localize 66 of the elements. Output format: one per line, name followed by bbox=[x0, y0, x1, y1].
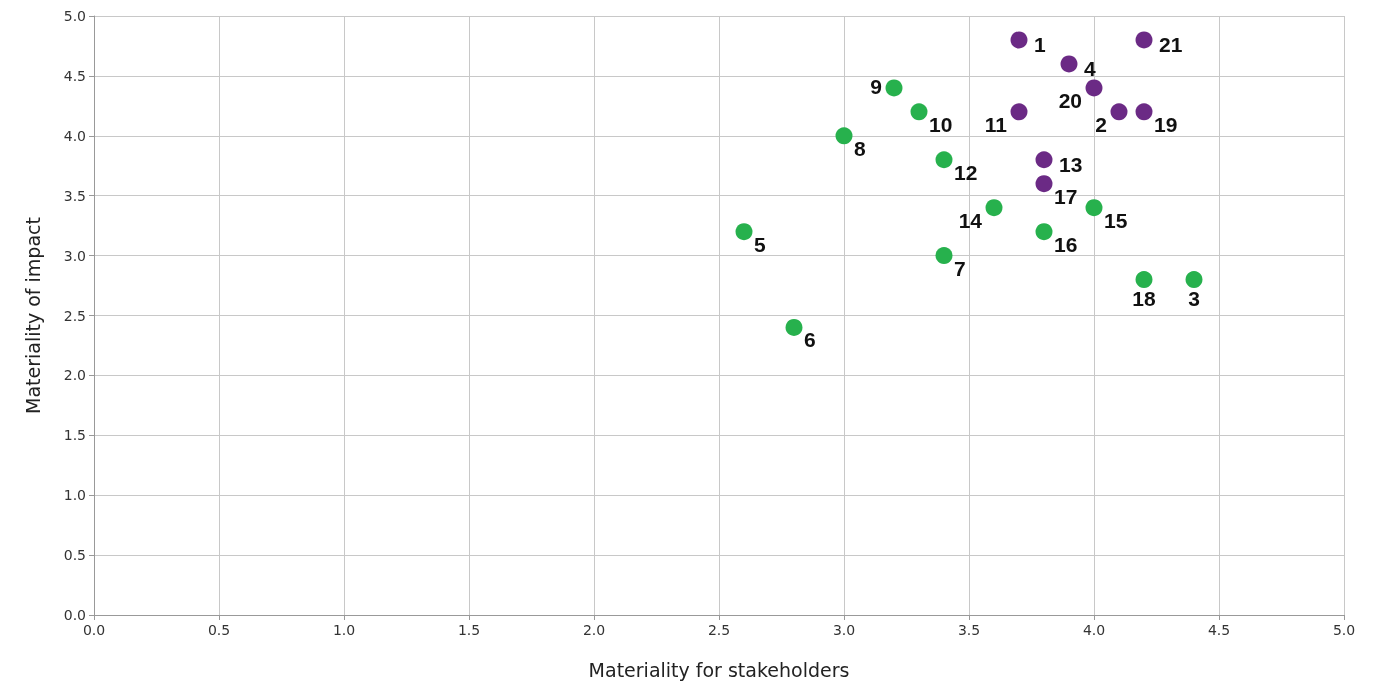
y-tick-label: 4.0 bbox=[63, 127, 86, 144]
annotation: 18 bbox=[1132, 286, 1156, 310]
point bbox=[1035, 175, 1053, 193]
annotation: 4 bbox=[1084, 56, 1096, 80]
annotation: 6 bbox=[804, 328, 816, 352]
annotation: 1 bbox=[1034, 32, 1046, 56]
annotation: 9 bbox=[870, 74, 882, 98]
point bbox=[1110, 103, 1128, 121]
annotation: 14 bbox=[958, 208, 983, 232]
point bbox=[1085, 199, 1103, 217]
x-tick-label: 4.0 bbox=[1082, 622, 1106, 638]
point bbox=[910, 103, 928, 121]
y-tick-label: 3.0 bbox=[63, 247, 86, 264]
x-tick-label: 3.5 bbox=[957, 622, 981, 638]
annotation: 12 bbox=[954, 160, 978, 184]
point bbox=[785, 318, 803, 336]
x-tick-label: 5.0 bbox=[1332, 622, 1356, 638]
annotation: 5 bbox=[754, 232, 766, 256]
point bbox=[885, 79, 903, 97]
y-tick-label: 0.0 bbox=[63, 607, 86, 623]
point bbox=[935, 247, 953, 265]
annotation: 20 bbox=[1058, 88, 1082, 112]
y-tick-label: 2.5 bbox=[63, 307, 86, 324]
annotation: 2 bbox=[1095, 112, 1107, 136]
point bbox=[1135, 271, 1153, 289]
annotation: 19 bbox=[1154, 112, 1178, 136]
x-tick-label: 4.5 bbox=[1207, 622, 1231, 638]
annotation: 11 bbox=[984, 112, 1008, 136]
point bbox=[935, 151, 953, 169]
x-axis-title: Materiality for stakeholders bbox=[588, 658, 850, 681]
y-tick-label: 1.0 bbox=[63, 487, 86, 504]
x-tick-label: 0.0 bbox=[82, 622, 106, 638]
y-tick-label: 1.5 bbox=[63, 427, 86, 444]
point bbox=[1035, 151, 1053, 169]
annotation: 8 bbox=[854, 136, 866, 160]
annotation: 7 bbox=[954, 256, 966, 280]
y-tick-label: 3.5 bbox=[63, 187, 86, 204]
annotation: 16 bbox=[1054, 232, 1078, 256]
y-tick-label: 0.5 bbox=[63, 547, 86, 564]
annotation: 3 bbox=[1188, 286, 1200, 310]
annotation: 13 bbox=[1059, 152, 1083, 176]
point bbox=[1135, 31, 1153, 49]
y-tick-label: 4.5 bbox=[63, 67, 86, 84]
y-tick-label: 5.0 bbox=[63, 8, 86, 24]
point bbox=[1010, 103, 1028, 121]
point bbox=[1135, 103, 1153, 121]
annotation: 10 bbox=[929, 112, 953, 136]
annotation: 21 bbox=[1159, 32, 1183, 56]
x-tick-label: 3.0 bbox=[832, 622, 856, 638]
x-tick-label: 1.5 bbox=[457, 622, 481, 638]
point bbox=[985, 199, 1003, 217]
x-tick-label: 2.0 bbox=[582, 622, 606, 638]
point bbox=[1035, 223, 1053, 241]
y-tick-label: 2.0 bbox=[63, 367, 86, 384]
y-axis-title: Materiality of impact bbox=[21, 217, 44, 414]
point bbox=[835, 127, 853, 145]
annotation: 17 bbox=[1054, 184, 1078, 208]
point bbox=[1085, 79, 1103, 97]
x-tick-label: 2.5 bbox=[707, 622, 731, 638]
point bbox=[1185, 271, 1203, 289]
point bbox=[1010, 31, 1028, 49]
annotation: 15 bbox=[1104, 208, 1128, 232]
x-tick-label: 0.5 bbox=[207, 622, 231, 638]
x-tick-label: 1.0 bbox=[332, 622, 356, 638]
point bbox=[1060, 55, 1078, 73]
point bbox=[735, 223, 753, 241]
